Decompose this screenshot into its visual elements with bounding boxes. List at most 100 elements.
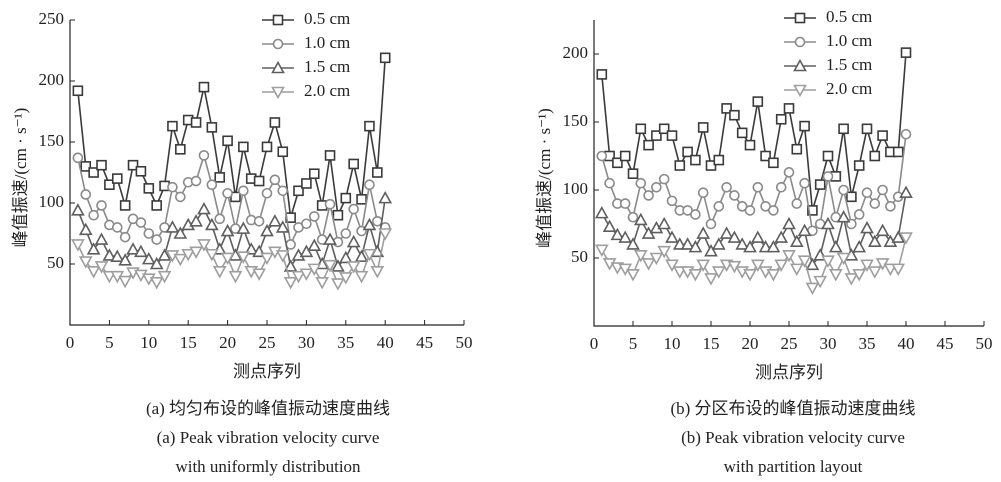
marker <box>633 212 648 226</box>
marker <box>293 185 304 197</box>
marker <box>688 239 703 253</box>
marker <box>71 203 85 216</box>
marker <box>852 269 867 282</box>
x-tick-label: 15 <box>180 333 197 352</box>
x-tick-label: 35 <box>859 334 876 353</box>
marker <box>141 251 156 265</box>
marker <box>277 146 289 158</box>
marker <box>743 239 757 253</box>
marker <box>135 217 147 228</box>
marker <box>782 216 796 230</box>
marker <box>791 198 803 209</box>
legend-marker <box>793 84 807 98</box>
marker <box>291 270 306 284</box>
y-tick-label: 200 <box>563 43 589 62</box>
marker <box>618 230 633 243</box>
marker <box>198 150 210 161</box>
marker <box>799 120 810 132</box>
marker <box>892 146 904 158</box>
marker <box>869 150 881 162</box>
x-axis-label: 测点序列 <box>233 362 301 381</box>
marker <box>299 244 314 258</box>
marker <box>80 189 92 200</box>
marker <box>838 184 849 196</box>
marker <box>354 270 369 284</box>
marker <box>766 269 781 282</box>
marker <box>797 223 812 237</box>
marker <box>299 268 314 281</box>
marker <box>356 194 367 205</box>
marker <box>340 228 352 239</box>
marker <box>143 228 155 239</box>
marker <box>891 263 906 277</box>
caption: (a) Peak vibration velocity curve <box>157 428 380 447</box>
legend-label: 1.5 cm <box>304 57 350 76</box>
marker <box>167 181 178 193</box>
marker <box>261 141 273 153</box>
marker <box>206 179 218 190</box>
x-tick-label: 20 <box>219 333 236 352</box>
marker <box>253 175 265 187</box>
marker <box>885 201 896 212</box>
marker <box>627 168 639 179</box>
marker <box>372 216 383 227</box>
marker <box>877 184 888 196</box>
marker <box>789 263 804 277</box>
marker <box>891 230 906 243</box>
marker <box>197 239 211 252</box>
x-axis-label: 测点序列 <box>755 363 823 382</box>
x-tick-label: 50 <box>976 334 993 353</box>
marker <box>315 276 330 290</box>
x-tick-label: 15 <box>703 334 720 353</box>
marker <box>697 122 709 133</box>
marker <box>877 130 888 141</box>
y-tick-label: 200 <box>39 70 65 89</box>
marker <box>301 178 312 189</box>
marker <box>323 232 337 245</box>
marker <box>277 185 289 197</box>
marker <box>711 237 726 250</box>
marker <box>308 168 320 180</box>
marker <box>814 179 826 190</box>
x-tick-label: 5 <box>629 334 638 353</box>
legend-marker <box>794 12 806 24</box>
marker <box>149 276 164 290</box>
marker <box>828 239 843 253</box>
marker <box>236 221 251 234</box>
marker <box>364 179 375 190</box>
marker <box>651 181 662 193</box>
marker <box>220 252 235 266</box>
marker <box>275 250 290 263</box>
marker <box>340 192 352 204</box>
x-tick-label: 25 <box>781 334 798 353</box>
marker <box>102 248 117 261</box>
marker <box>362 217 377 231</box>
marker <box>900 47 912 58</box>
marker <box>619 150 631 162</box>
marker <box>596 69 608 80</box>
marker <box>119 200 131 211</box>
marker <box>682 146 693 158</box>
marker <box>657 216 672 230</box>
legend-label: 0.5 cm <box>304 9 350 28</box>
marker <box>214 172 226 183</box>
marker <box>836 210 851 223</box>
marker <box>665 259 679 272</box>
marker <box>151 234 162 245</box>
marker <box>672 237 687 250</box>
marker <box>157 270 172 284</box>
marker <box>750 259 765 272</box>
x-tick-label: 45 <box>937 334 954 353</box>
marker <box>844 273 859 286</box>
marker <box>860 259 874 272</box>
legend-marker <box>271 60 285 74</box>
marker <box>774 259 789 272</box>
marker <box>102 270 117 284</box>
legend-marker <box>271 86 285 100</box>
legend-label: 2.0 cm <box>826 79 872 98</box>
x-tick-label: 25 <box>259 333 276 352</box>
x-tick-label: 30 <box>298 333 315 352</box>
marker <box>612 157 623 169</box>
marker <box>594 205 609 219</box>
marker <box>222 135 233 147</box>
